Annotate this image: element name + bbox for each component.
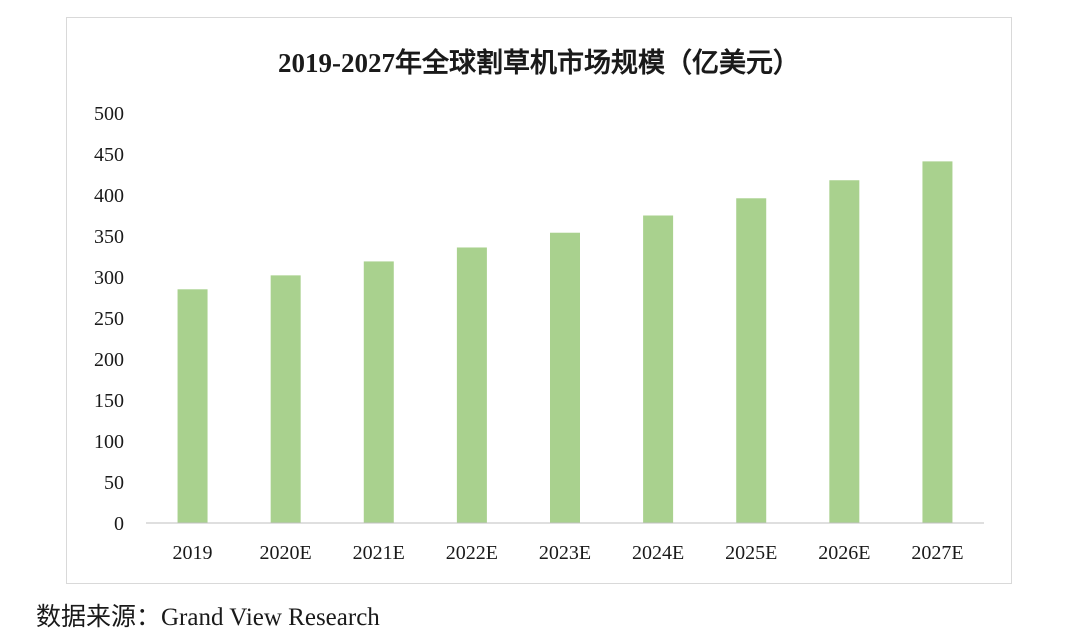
x-tick-label: 2025E [725, 542, 777, 564]
y-tick-label: 500 [94, 103, 124, 125]
bar-2026E [829, 180, 860, 524]
x-tick-label: 2023E [539, 542, 591, 564]
x-tick-label: 2026E [818, 542, 870, 564]
source-note: 数据来源：Grand View Research [36, 604, 380, 631]
x-tick-label: 2019 [173, 542, 213, 564]
y-tick-label: 150 [94, 390, 124, 412]
x-tick-label: 2020E [260, 542, 312, 564]
y-tick-label: 350 [94, 226, 124, 248]
y-tick-label: 100 [94, 431, 124, 453]
x-tick-label: 2027E [911, 542, 963, 564]
x-tick-label: 2024E [632, 542, 684, 564]
y-tick-label: 450 [94, 144, 124, 166]
bar-2020E [270, 275, 301, 523]
y-tick-label: 200 [94, 349, 124, 371]
y-tick-label: 250 [94, 308, 124, 330]
bar-2024E [643, 215, 674, 523]
y-tick-label: 0 [114, 513, 124, 535]
bar-2022E [456, 247, 487, 524]
y-tick-label: 50 [104, 472, 124, 494]
bar-2025E [736, 198, 767, 523]
bar-2027E [922, 161, 953, 523]
x-tick-label: 2022E [446, 542, 498, 564]
bar-2021E [363, 261, 394, 523]
y-tick-label: 400 [94, 185, 124, 207]
bar-2019 [177, 289, 208, 523]
x-tick-label: 2021E [353, 542, 405, 564]
chart-title: 2019-2027年全球割草机市场规模（亿美元） [278, 47, 800, 78]
y-tick-label: 300 [94, 267, 124, 289]
bar-2023E [550, 232, 580, 523]
